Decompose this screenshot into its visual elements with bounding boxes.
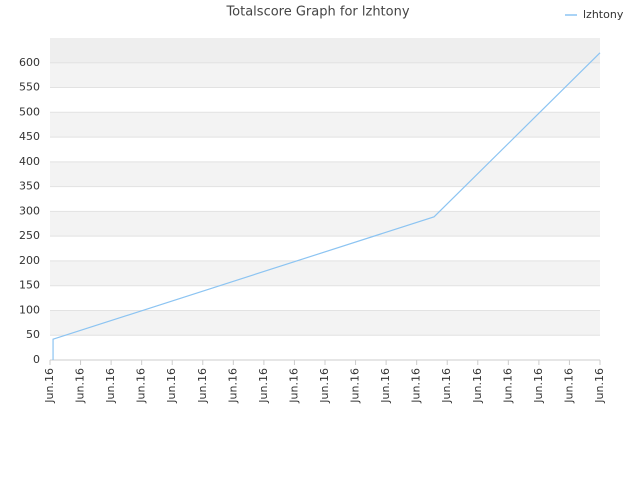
plot-band	[50, 211, 600, 237]
plot-band	[50, 285, 600, 311]
plot-band	[50, 236, 600, 261]
x-tick-label: Jun.16	[257, 368, 270, 404]
x-tick-label: Jun.16	[196, 368, 209, 404]
x-tick-label: Jun.16	[562, 368, 575, 404]
y-tick-label: 100	[19, 303, 40, 316]
x-tick-label: Jun.16	[74, 368, 87, 404]
plot-band	[50, 186, 600, 212]
plot-band	[50, 62, 600, 88]
y-tick-label: 300	[19, 204, 40, 217]
x-tick-label: Jun.16	[379, 368, 392, 404]
y-tick-label: 400	[19, 155, 40, 168]
x-tick-label: Jun.16	[43, 368, 56, 404]
plot-band	[50, 161, 600, 187]
x-tick-label: Jun.16	[501, 368, 514, 404]
x-tick-label: Jun.16	[349, 368, 362, 404]
y-tick-label: 350	[19, 180, 40, 193]
x-tick-label: Jun.16	[532, 368, 545, 404]
y-tick-label: 50	[26, 328, 40, 341]
x-tick-label: Jun.16	[104, 368, 117, 404]
x-tick-label: Jun.16	[410, 368, 423, 404]
y-tick-label: 600	[19, 56, 40, 69]
y-tick-label: 0	[33, 353, 40, 366]
x-tick-label: Jun.16	[287, 368, 300, 404]
x-tick-label: Jun.16	[593, 368, 606, 404]
x-tick-label: Jun.16	[471, 368, 484, 404]
line-series	[52, 52, 601, 360]
plot-band	[50, 310, 600, 336]
x-tick-label: Jun.16	[135, 368, 148, 404]
x-tick-label: Jun.16	[165, 368, 178, 404]
plot-band	[50, 38, 600, 63]
y-tick-label: 200	[19, 254, 40, 267]
y-tick-label: 450	[19, 130, 40, 143]
chart-title: Totalscore Graph for lzhtony	[225, 5, 409, 20]
plot-band	[50, 137, 600, 162]
y-tick-label: 500	[19, 105, 40, 118]
plot-band	[50, 260, 600, 286]
x-tick-label: Jun.16	[226, 368, 239, 404]
x-tick-label: Jun.16	[318, 368, 331, 404]
plot-band	[50, 335, 600, 360]
legend-label: lzhtony	[583, 8, 624, 21]
y-tick-label: 250	[19, 229, 40, 242]
plot-band	[50, 112, 600, 138]
x-tick-label: Jun.16	[440, 368, 453, 404]
plot-band	[50, 87, 600, 113]
y-tick-label: 550	[19, 81, 40, 94]
y-tick-label: 150	[19, 279, 40, 292]
